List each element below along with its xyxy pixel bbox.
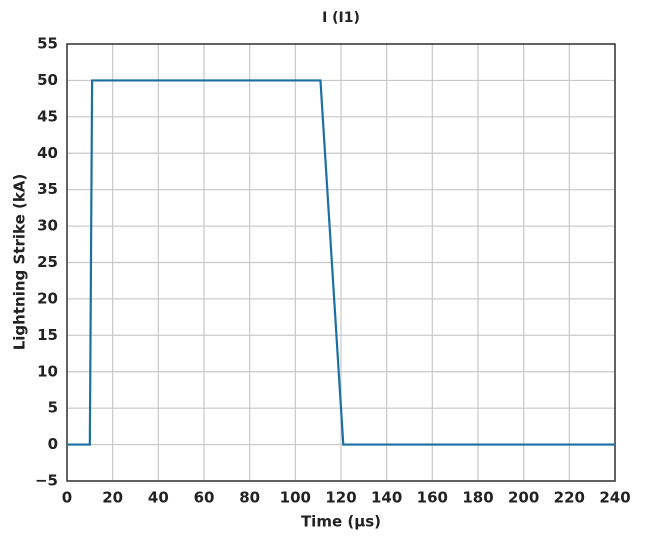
- x-tick-label: 180: [462, 489, 493, 507]
- x-tick-label: 140: [371, 489, 402, 507]
- y-tick-label: 45: [37, 107, 58, 125]
- x-axis-label: Time (μs): [301, 513, 381, 531]
- x-tick-label: 40: [148, 489, 169, 507]
- y-tick-label: 20: [37, 289, 58, 307]
- x-tick-label: 20: [102, 489, 123, 507]
- y-tick-label: 15: [37, 326, 58, 344]
- chart-title: I (I1): [322, 10, 360, 26]
- x-tick-label: 60: [194, 489, 215, 507]
- data-line: [67, 79, 615, 446]
- x-tick-label: 200: [508, 489, 539, 507]
- y-tick-label: 55: [37, 35, 58, 53]
- y-tick-label: 35: [37, 180, 58, 198]
- y-tick-label: 40: [37, 144, 58, 162]
- y-axis-label: Lightning Strike (kA): [11, 174, 29, 351]
- y-tick-label: 0: [48, 435, 58, 453]
- x-tick-label: 220: [554, 489, 585, 507]
- y-tick-label: 25: [37, 253, 58, 271]
- y-tick-label: 30: [37, 217, 58, 235]
- x-tick-label: 0: [62, 489, 72, 507]
- x-tick-label: 120: [325, 489, 356, 507]
- plot-border: [66, 43, 616, 482]
- y-tick-label: 10: [37, 362, 58, 380]
- x-tick-label: 80: [239, 489, 260, 507]
- y-tick-label: 5: [48, 399, 58, 417]
- y-tick-label: 50: [37, 71, 58, 89]
- x-tick-label: 240: [599, 489, 630, 507]
- x-tick-label: 160: [417, 489, 448, 507]
- y-tick-label: −5: [35, 472, 58, 490]
- x-tick-label: 100: [280, 489, 311, 507]
